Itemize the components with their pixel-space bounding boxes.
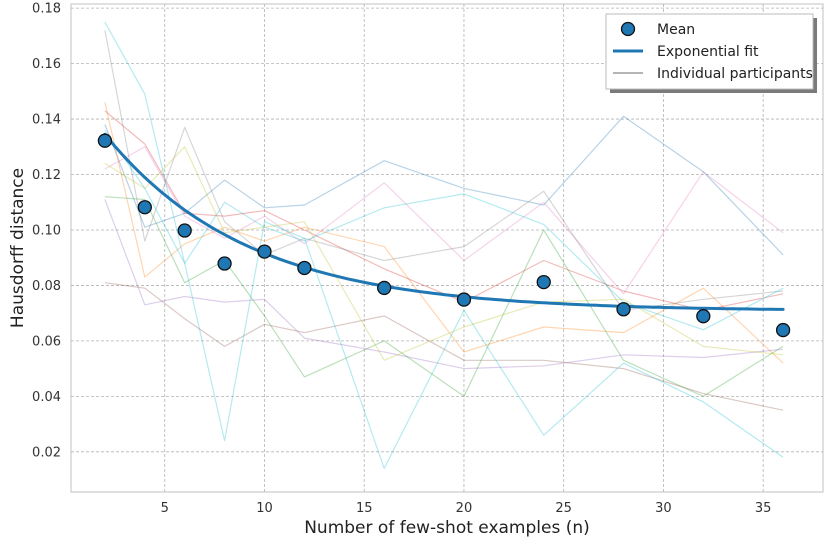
legend-participants-label: Individual participants [657,66,813,82]
mean-point [456,292,472,307]
mean-markers [97,133,791,338]
participant-line [104,196,784,397]
mean-point [97,133,113,148]
participant-line [104,115,784,256]
exponential-fit-line [103,132,785,311]
y-tick-label: 0.14 [32,113,61,128]
legend-fit-label: Exponential fit [657,44,759,60]
mean-point [297,260,312,276]
grid [71,4,823,492]
participant-line [104,199,784,370]
mean-point [775,322,791,338]
x-axis-label: Number of few-shot examples (n) [304,518,590,538]
x-tick-labels: 5 10 15 20 25 30 35 [161,501,772,516]
x-tick-label: 10 [256,501,273,516]
mean-point [177,223,192,238]
mean-point [696,309,711,324]
mean-point [616,302,631,317]
x-tick-label: 15 [356,501,373,516]
x-tick-label: 25 [555,501,572,516]
mean-point [257,244,272,259]
mean-point [217,256,232,271]
mean-point [137,200,152,215]
y-tick-label: 0.18 [32,2,61,17]
mean-point [536,274,551,290]
y-tick-labels: 0.02 0.04 0.06 0.08 0.10 0.12 0.14 0.16 0.18 [32,2,61,461]
x-tick-label: 35 [755,501,772,516]
y-tick-label: 0.10 [32,223,61,238]
y-axis-label: Hausdorff distance [8,168,28,328]
mean-point [377,280,392,296]
y-tick-label: 0.12 [32,168,61,183]
x-tick-label: 30 [655,501,672,516]
participant-line [104,129,784,469]
y-tick-label: 0.16 [32,57,61,72]
legend-mean-marker [620,21,636,37]
x-tick-label: 20 [456,501,473,516]
y-tick-label: 0.06 [32,334,61,349]
fit-layer [103,132,785,311]
participant-line [104,282,784,411]
participant-line [104,30,784,311]
y-tick-label: 0.04 [32,390,61,405]
x-tick-label: 5 [161,501,169,516]
y-tick-label: 0.02 [32,445,61,460]
legend: Mean Exponential fit Individual particip… [605,13,817,93]
participant-line [104,102,784,364]
legend-mean-label: Mean [657,22,695,38]
participant-lines [104,21,784,469]
participant-line [104,110,784,311]
y-tick-label: 0.08 [32,279,61,294]
